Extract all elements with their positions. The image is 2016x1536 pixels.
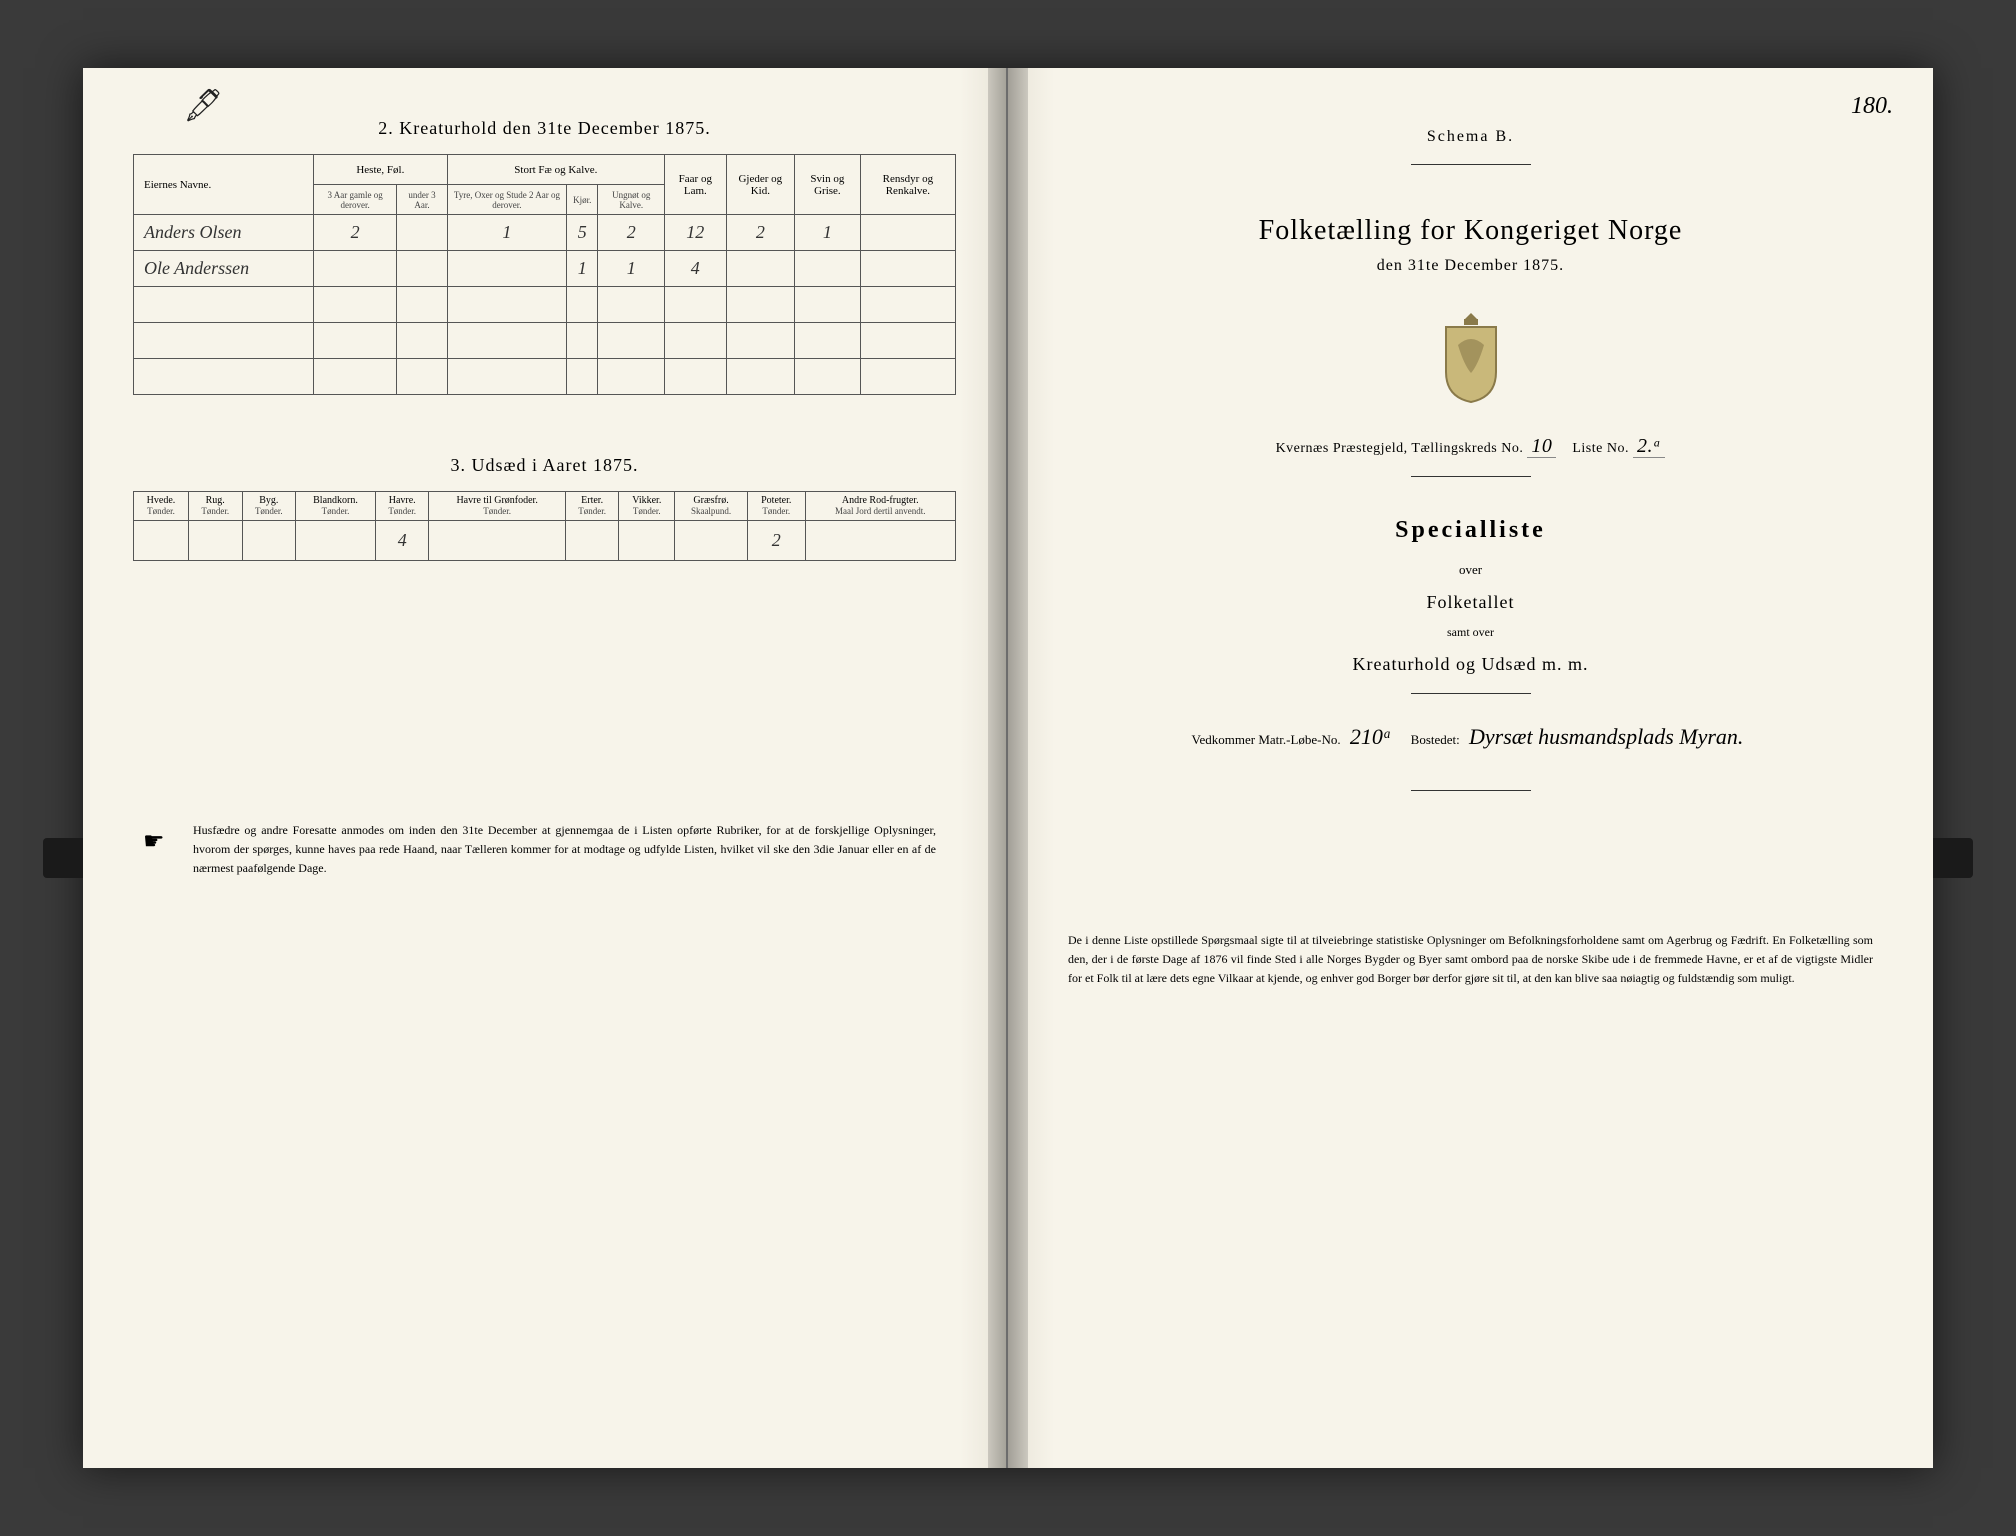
cell [795, 251, 861, 287]
col-heste: Heste, Føl. [314, 155, 448, 185]
left-footer-note: ☛ Husfædre og andre Foresatte anmodes om… [133, 821, 956, 879]
bostedet-label: Bostedet: [1411, 732, 1460, 747]
kreds-no: 10 [1527, 435, 1556, 458]
seed-table: Hvede.Tønder. Rug.Tønder. Byg.Tønder. Bl… [133, 491, 956, 561]
cell [805, 521, 955, 561]
right-footer-text: De i denne Liste opstillede Spørgsmaal s… [1058, 931, 1883, 989]
kreatur-title: Kreaturhold og Udsæd m. m. [1058, 654, 1883, 675]
col-faar: Faar og Lam. [665, 155, 727, 215]
cell: 5 [567, 215, 598, 251]
left-footer-text: Husfædre og andre Foresatte anmodes om i… [193, 823, 936, 875]
col-stort-sub1: Tyre, Oxer og Stude 2 Aar og derover. [447, 185, 567, 215]
divider [1411, 693, 1531, 694]
col-stort: Stort Fæ og Kalve. [447, 155, 664, 185]
praestegjeld-line: Kvernæs Præstegjeld, Tællingskreds No. 1… [1058, 435, 1883, 458]
seed-data-row: 4 2 [134, 521, 956, 561]
table-row [134, 287, 956, 323]
seed-col: Blandkorn.Tønder. [296, 492, 376, 521]
section2-title: 3. Udsæd i Aaret 1875. [133, 455, 956, 476]
cell: 2 [748, 521, 806, 561]
cell [314, 251, 397, 287]
seed-col: Byg.Tønder. [242, 492, 296, 521]
col-gjeder: Gjeder og Kid. [726, 155, 794, 215]
seed-col: Poteter.Tønder. [748, 492, 806, 521]
folketallet-title: Folketallet [1058, 592, 1883, 613]
praestegjeld-label: Kvernæs Præstegjeld, Tællingskreds No. [1276, 441, 1524, 456]
col-rensdyr: Rensdyr og Renkalve. [860, 155, 955, 215]
cell: 2 [726, 215, 794, 251]
schema-label: Schema B. [1058, 128, 1883, 146]
cell [860, 251, 955, 287]
seed-col: Hvede.Tønder. [134, 492, 189, 521]
cell-name: Anders Olsen [134, 215, 314, 251]
cell [429, 521, 565, 561]
specialliste-title: Specialliste [1058, 517, 1883, 544]
divider [1411, 790, 1531, 791]
col-heste-sub1: 3 Aar gamle og derover. [314, 185, 397, 215]
cell [726, 251, 794, 287]
cell: 4 [665, 251, 727, 287]
seed-col: Rug.Tønder. [188, 492, 242, 521]
divider [1411, 164, 1531, 165]
cell-name: Ole Anderssen [134, 251, 314, 287]
cell: 1 [598, 251, 665, 287]
cell [296, 521, 376, 561]
col-names: Eiernes Navne. [134, 155, 314, 215]
table-row [134, 323, 956, 359]
col-heste-sub2: under 3 Aar. [397, 185, 447, 215]
main-title: Folketælling for Kongeriget Norge [1058, 215, 1883, 247]
cell [242, 521, 296, 561]
pointing-hand-icon: ☛ [143, 823, 165, 861]
col-stort-sub3: Ungnøt og Kalve. [598, 185, 665, 215]
cell: 4 [375, 521, 429, 561]
col-stort-sub2: Kjør. [567, 185, 598, 215]
col-svin: Svin og Grise. [795, 155, 861, 215]
seed-col: Andre Rod-frugter.Maal Jord dertil anven… [805, 492, 955, 521]
liste-label: Liste No. [1572, 441, 1629, 456]
over-text: over [1058, 562, 1883, 578]
cell: 12 [665, 215, 727, 251]
cell [619, 521, 675, 561]
seed-col: Vikker.Tønder. [619, 492, 675, 521]
cell [675, 521, 748, 561]
matr-label: Vedkommer Matr.-Løbe-No. [1192, 732, 1341, 747]
seed-col: Havre.Tønder. [375, 492, 429, 521]
ink-blot-icon: 🖋︎ [183, 86, 224, 124]
table-row [134, 359, 956, 395]
cell [397, 251, 447, 287]
matr-line: Vedkommer Matr.-Løbe-No. 210ᵃ Bostedet: … [1058, 724, 1883, 750]
seed-col: Havre til Grønfoder.Tønder. [429, 492, 565, 521]
table-row: Anders Olsen 2 1 5 2 12 2 1 [134, 215, 956, 251]
livestock-table: Eiernes Navne. Heste, Føl. Stort Fæ og K… [133, 154, 956, 395]
cell [397, 215, 447, 251]
page-number: 180. [1851, 93, 1893, 120]
seed-col: Græsfrø.Skaalpund. [675, 492, 748, 521]
bostedet-value: Dyrsæt husmandsplads Myran. [1463, 724, 1749, 749]
samt-text: samt over [1058, 625, 1883, 640]
divider [1411, 476, 1531, 477]
liste-no: 2.ᵃ [1633, 435, 1665, 458]
book-spread: 🖋︎ 2. Kreaturhold den 31te December 1875… [83, 68, 1933, 1468]
seed-col: Erter.Tønder. [565, 492, 619, 521]
cell: 1 [567, 251, 598, 287]
cell [188, 521, 242, 561]
table-row: Ole Anderssen 1 1 4 [134, 251, 956, 287]
cell [565, 521, 619, 561]
right-page: 180. Schema B. Folketælling for Kongerig… [1008, 68, 1933, 1468]
cell: 1 [795, 215, 861, 251]
cell [447, 251, 567, 287]
left-page: 🖋︎ 2. Kreaturhold den 31te December 1875… [83, 68, 1008, 1468]
matr-no: 210ᵃ [1344, 724, 1398, 749]
cell: 2 [314, 215, 397, 251]
cell [134, 521, 189, 561]
cell: 2 [598, 215, 665, 251]
seed-header-row: Hvede.Tønder. Rug.Tønder. Byg.Tønder. Bl… [134, 492, 956, 521]
date-line: den 31te December 1875. [1058, 257, 1883, 275]
section1-title: 2. Kreaturhold den 31te December 1875. [133, 118, 956, 139]
cell [860, 215, 955, 251]
cell: 1 [447, 215, 567, 251]
coat-of-arms-icon [1426, 305, 1516, 405]
